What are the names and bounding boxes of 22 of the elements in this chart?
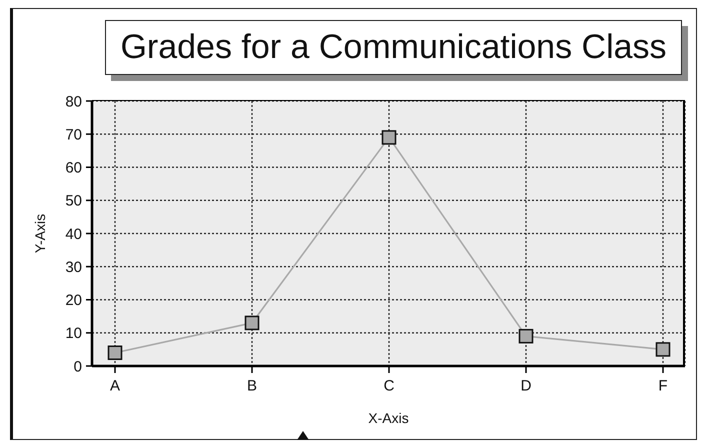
x-tick-label: C xyxy=(384,378,395,395)
y-tick-label: 60 xyxy=(65,160,82,177)
x-tick-label: D xyxy=(520,378,532,395)
point xyxy=(244,316,260,330)
y-tick-label: 30 xyxy=(65,258,82,276)
y-tick-label: 50 xyxy=(65,192,82,210)
x-tick-label: A xyxy=(110,378,120,395)
y-tick-label: 80 xyxy=(65,93,82,110)
y-tick-label: 10 xyxy=(65,325,82,342)
y-tick-label: 0 xyxy=(74,358,82,376)
x-axis-title: X-Axis xyxy=(368,410,409,426)
point xyxy=(656,342,670,357)
x-tick-label: B xyxy=(246,378,258,395)
y-tick-label: 40 xyxy=(65,226,82,243)
y-tick-label: 70 xyxy=(65,126,82,144)
y-tick-label: 20 xyxy=(65,292,82,310)
x-tick-label: F xyxy=(658,378,668,395)
point xyxy=(382,130,396,145)
point xyxy=(518,328,534,344)
y-axis-title: Y-Axis xyxy=(32,214,48,254)
point xyxy=(108,346,122,360)
chart-title: Grades for a Communications Class xyxy=(120,28,667,67)
